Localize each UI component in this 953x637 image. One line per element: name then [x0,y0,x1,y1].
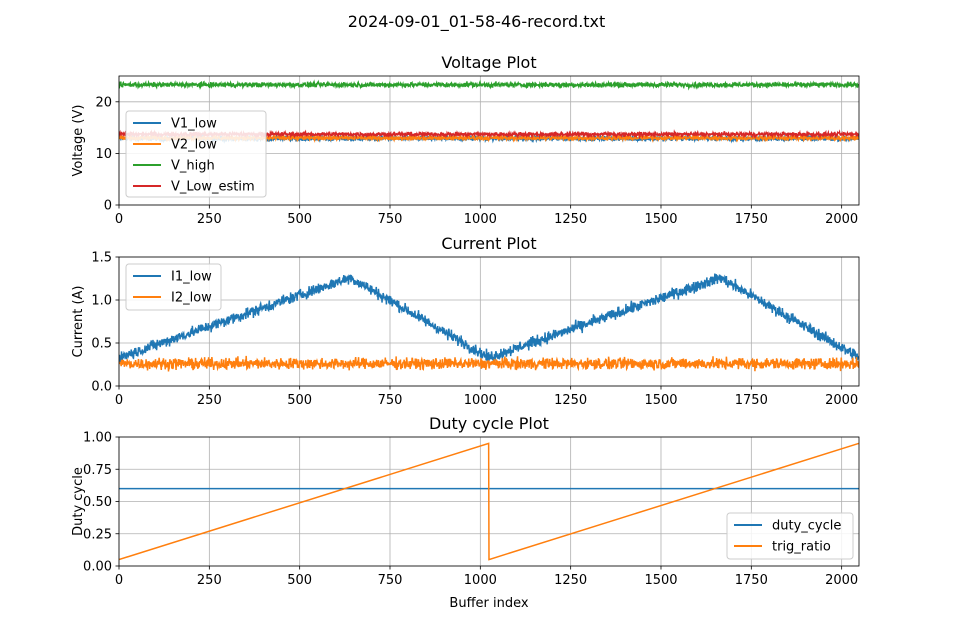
x-tick-label: 1500 [644,573,677,588]
x-tick-label: 0 [115,393,123,408]
y-axis-label: Voltage (V) [71,105,86,177]
x-tick-label: 1750 [735,393,768,408]
x-tick-label: 2000 [825,212,858,227]
legend-label: trig_ratio [772,540,831,555]
x-tick-label: 250 [197,573,222,588]
x-tick-label: 750 [378,212,403,227]
panel-3: 0 250 500 750 1000 1250 1500 1750 2000 0.00 0.25 0.… [71,414,860,611]
y-tick-label: 1.00 [83,431,112,446]
legend-label: V_high [171,159,215,174]
y-tick-label: 0.25 [83,527,112,542]
series-line-I1_low [119,273,859,365]
panel-title: Duty cycle Plot [429,414,549,433]
series-line-trig_ratio [119,442,859,561]
x-tick-label: 1750 [735,573,768,588]
x-tick-label: 500 [287,212,312,227]
x-tick-label: 1250 [554,212,587,227]
legend-label: V1_low [171,117,217,132]
x-tick-label: 1000 [464,573,497,588]
x-tick-label: 1750 [735,212,768,227]
series-line-I2_low [119,355,859,372]
y-tick-label: 0 [104,199,112,214]
legend-label: I1_low [171,270,212,285]
legend: duty_cycle trig_ratio [726,512,854,560]
x-tick-label: 500 [287,393,312,408]
x-tick-label: 1000 [464,212,497,227]
figure-suptitle: 2024-09-01_01-58-46-record.txt [348,12,606,32]
y-axis-label: Duty cycle [71,467,86,536]
y-tick-label: 0.5 [91,337,112,352]
x-tick-label: 0 [115,212,123,227]
panel-2: 0 250 500 750 1000 1250 1500 1750 2000 0.0 0.5 1.0 1… [71,234,860,408]
x-tick-label: 0 [115,573,123,588]
y-tick-label: 20 [95,95,112,110]
series-line-V_high [119,79,859,91]
x-tick-label: 750 [378,573,403,588]
panel-title: Voltage Plot [441,53,536,72]
legend-label: V2_low [171,138,217,153]
y-tick-label: 0.00 [83,560,112,575]
y-tick-label: 0.0 [91,380,112,395]
panel-title: Current Plot [441,234,536,253]
x-tick-label: 1500 [644,212,677,227]
legend-label: I2_low [171,291,212,306]
legend-label: duty_cycle [772,519,841,534]
x-tick-label: 750 [378,393,403,408]
x-tick-label: 1500 [644,393,677,408]
y-axis-label: Current (A) [71,286,86,358]
y-tick-label: 0.50 [83,495,112,510]
y-tick-label: 0.75 [83,463,112,478]
legend: I1_low I2_low [125,263,222,311]
axes-frame [118,256,860,387]
x-tick-label: 250 [197,393,222,408]
x-tick-label: 2000 [825,573,858,588]
axes-frame [118,75,860,206]
y-tick-label: 10 [95,147,112,162]
x-tick-label: 1000 [464,393,497,408]
x-axis-label: Buffer index [449,596,528,611]
x-tick-label: 2000 [825,393,858,408]
y-tick-label: 1.0 [91,294,112,309]
legend: V1_low V2_low V_high V_Low_estim [125,110,267,198]
x-tick-label: 1250 [554,573,587,588]
y-tick-label: 1.5 [91,251,112,266]
x-tick-label: 500 [287,573,312,588]
legend-box [125,110,267,198]
x-tick-label: 1250 [554,393,587,408]
panel-1: 0 250 500 750 1000 1250 1500 1750 2000 0 10 20 Volta… [71,53,860,227]
legend-label: V_Low_estim [171,180,255,195]
x-tick-label: 250 [197,212,222,227]
